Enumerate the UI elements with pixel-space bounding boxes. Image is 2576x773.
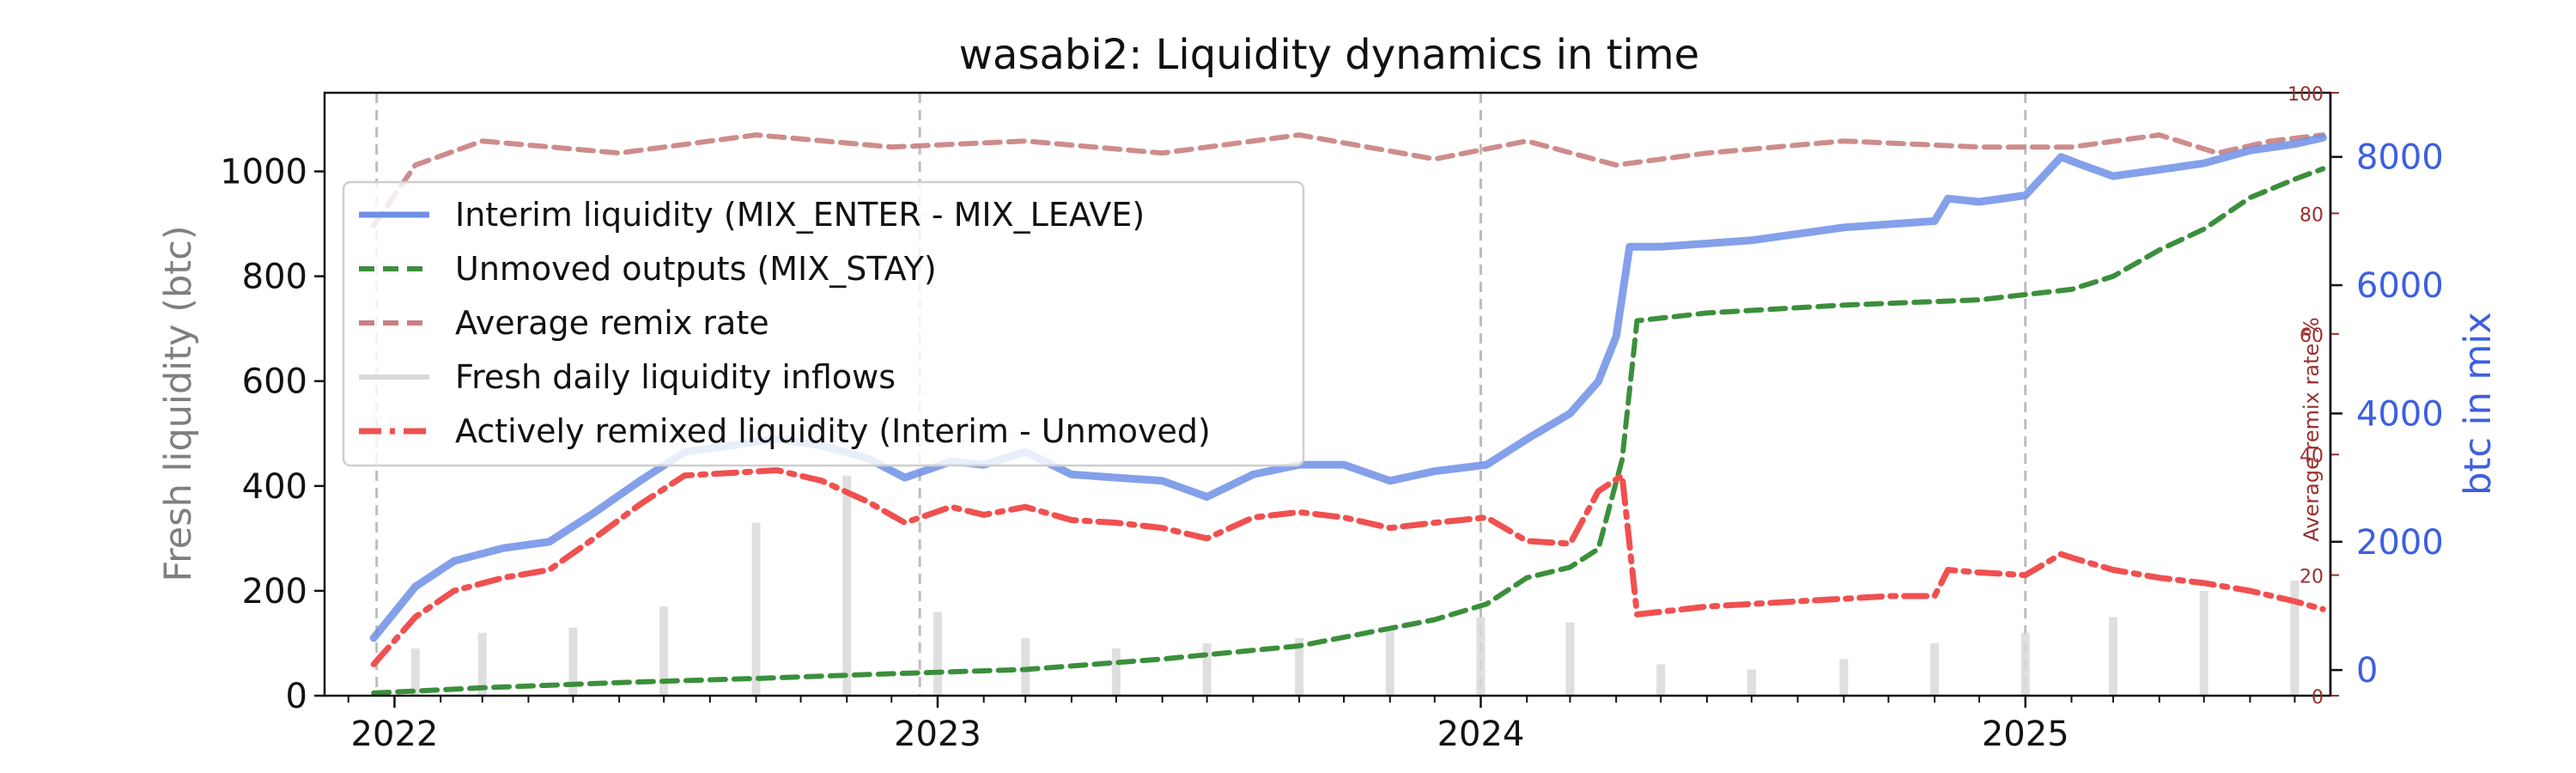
legend-label: Unmoved outputs (MIX_STAY)	[455, 250, 937, 288]
series-4	[370, 467, 2326, 667]
mix-axis-label: btc in mix	[2457, 312, 2500, 496]
inflow-bar	[751, 522, 761, 696]
remix-tick-label: 40	[2300, 446, 2324, 467]
y-tick-label: 200	[242, 572, 307, 612]
series-3	[410, 475, 2300, 696]
inflow-bar	[1202, 642, 1212, 696]
series-line	[371, 132, 2326, 228]
inflow-bar	[2290, 580, 2300, 696]
plot-area	[369, 93, 2327, 696]
inflow-bar	[659, 606, 669, 696]
series-1	[371, 166, 2326, 696]
legend-label: Interim liquidity (MIX_ENTER - MIX_LEAVE…	[455, 196, 1145, 234]
y-axis-label: Fresh liquidity (btc)	[157, 225, 200, 581]
legend-box	[342, 180, 1305, 467]
mix-tick-label: 0	[2356, 651, 2378, 691]
x-tick-label: 2024	[1437, 715, 1525, 754]
inflow-bar	[2199, 590, 2208, 696]
x-tick-label: 2023	[894, 715, 981, 754]
inflow-bar	[2020, 632, 2030, 696]
inflow-bar	[2108, 617, 2117, 696]
remix-tick-label: 100	[2287, 84, 2324, 106]
x-tick-label: 2022	[351, 715, 439, 754]
inflow-bar	[568, 627, 578, 696]
series-line	[371, 166, 2326, 696]
remix-tick-label: 20	[2300, 567, 2324, 588]
mix-tick-label: 2000	[2356, 523, 2444, 563]
y-tick-label: 800	[242, 258, 307, 297]
y-tick-label: 600	[242, 362, 307, 402]
x-tick-label: 2025	[1982, 715, 2069, 754]
legend-label: Average remix rate	[455, 304, 769, 342]
inflow-bar	[1565, 622, 1575, 696]
inflow-bar	[1021, 637, 1030, 696]
y-tick-label: 0	[286, 677, 307, 716]
legend-label: Fresh daily liquidity inflows	[455, 358, 896, 396]
inflow-bar	[842, 475, 852, 696]
inflow-bar	[1839, 659, 1849, 696]
inflow-bar	[410, 648, 420, 696]
chart-title: wasabi2: Liquidity dynamics in time	[959, 31, 1699, 79]
remix-tick-label: 0	[2312, 687, 2324, 709]
inflow-bar	[1476, 617, 1485, 696]
legend: Interim liquidity (MIX_ENTER - MIX_LEAVE…	[342, 180, 1305, 467]
mix-tick-label: 4000	[2356, 394, 2444, 434]
mix-tick-label: 8000	[2356, 138, 2444, 178]
remix-tick-label: 80	[2300, 204, 2324, 226]
inflow-bar	[933, 612, 942, 696]
inflow-bar	[1385, 627, 1394, 696]
inflow-bar	[1656, 664, 1666, 696]
inflow-bar	[1930, 642, 1940, 696]
inflow-bar	[477, 632, 487, 696]
legend-label: Actively remixed liquidity (Interim - Un…	[455, 412, 1211, 450]
series-line	[370, 467, 2326, 667]
inflow-bar	[1747, 669, 1756, 696]
remix-tick-label: 60	[2300, 326, 2324, 347]
inflow-bar	[1295, 637, 1304, 696]
inflow-bar	[1111, 648, 1121, 696]
mix-tick-label: 6000	[2356, 266, 2444, 306]
remix-axis-label: Average remix rate %	[2300, 317, 2324, 541]
y-tick-label: 1000	[220, 153, 307, 192]
y-tick-label: 400	[242, 467, 307, 507]
